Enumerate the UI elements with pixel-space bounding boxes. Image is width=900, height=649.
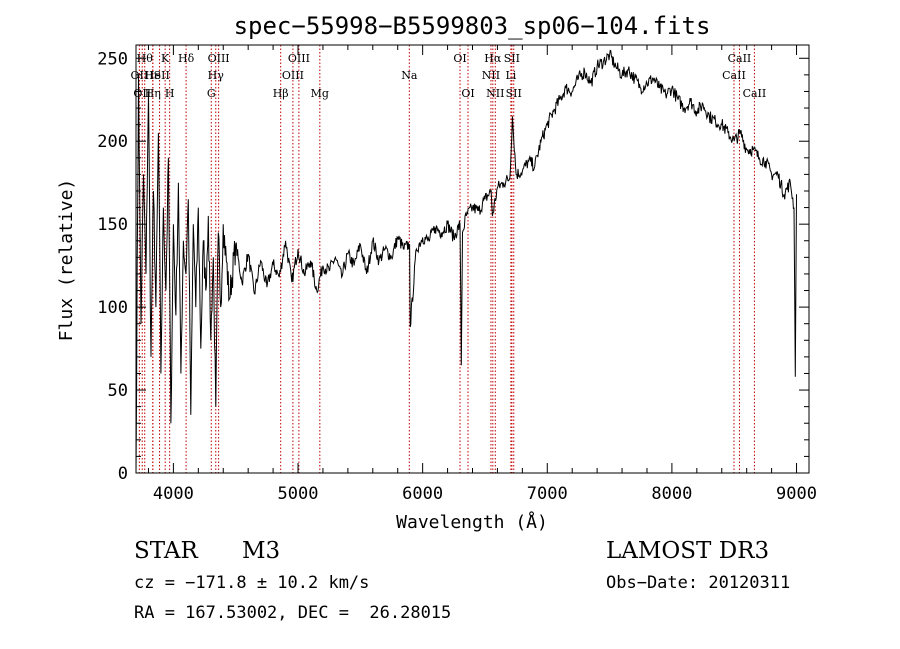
spectral-line-label: Hδ: [178, 52, 195, 65]
spectral-line-label: Mg: [311, 87, 329, 100]
spectral-line-label: OII: [131, 69, 149, 82]
y-tick-label: 100: [97, 298, 128, 318]
x-tick-label: 9000: [776, 484, 817, 504]
object-class: STAR: [134, 538, 198, 564]
spectral-line-label: SII: [504, 52, 520, 65]
y-axis-label: Flux (relative): [56, 179, 77, 342]
plot-frame: [135, 44, 810, 474]
spectral-line-label: CaII: [728, 52, 752, 65]
spectral-line-label: NII: [482, 69, 500, 82]
x-tick-label: 5000: [278, 484, 319, 504]
spectral-line-label: OI: [453, 52, 466, 65]
spectral-line-label: Hα: [484, 52, 502, 65]
spectral-line-label: OIII: [208, 52, 230, 65]
spectral-line-label: Li: [505, 69, 516, 82]
line-markers: [138, 45, 755, 473]
y-tick-label: 150: [97, 215, 128, 235]
spectral-line-label: CaII: [722, 69, 746, 82]
x-tick-label: 4000: [153, 484, 194, 504]
spectrum-series: [135, 49, 797, 474]
spectral-line-label: OII: [133, 87, 151, 100]
survey-label: LAMOST DR3: [606, 538, 770, 564]
y-tick-label: 0: [118, 464, 128, 484]
y-tick-label: 50: [108, 381, 128, 401]
spectral-line-label: OIII: [282, 69, 304, 82]
x-tick-label: 8000: [651, 484, 692, 504]
y-tick-label: 200: [97, 132, 128, 152]
spectral-line-label: Hη: [145, 87, 161, 100]
x-ticks: 4000 5000 6000 7000 8000 9000: [147, 45, 817, 504]
coordinates-readout: RA = 167.53002, DEC = 26.28015: [134, 603, 452, 623]
spectral-line-label: Na: [401, 69, 418, 82]
line-labels: OIIOIIHθHeHηISIIKHHδGHγOIIIHβOIIIOIIIMgN…: [131, 52, 767, 100]
object-subclass: M3: [242, 538, 281, 564]
x-axis-label: Wavelength (Å): [396, 511, 548, 533]
x-tick-label: 7000: [527, 484, 568, 504]
y-tick-label: 250: [97, 49, 128, 69]
spectral-line-label: NII: [486, 87, 504, 100]
spectral-line-label: K: [161, 52, 170, 65]
spectral-line-label: He: [145, 69, 161, 82]
x-tick-label: 6000: [402, 484, 443, 504]
spectral-line-label: SII: [506, 87, 522, 100]
y-ticks: 0 50 100 150 200 250: [97, 49, 809, 484]
spectral-line-label: Hβ: [273, 87, 289, 100]
redshift-readout: cz = −171.8 ± 10.2 km/s: [134, 573, 370, 593]
spectral-line-label: G: [207, 87, 216, 100]
spectrum-line: [135, 49, 797, 474]
spectral-line-label: H: [165, 87, 175, 100]
spectral-line-label: OI: [461, 87, 474, 100]
spectral-line-label: CaII: [743, 87, 767, 100]
chart-title: spec−55998−B5599803_sp06−104.fits: [234, 12, 711, 40]
spectral-line-label: ISII: [149, 69, 170, 82]
spectral-line-label: OIII: [288, 52, 310, 65]
spectral-line-label: Hγ: [208, 69, 225, 82]
obs-date: Obs−Date: 20120311: [606, 573, 791, 593]
